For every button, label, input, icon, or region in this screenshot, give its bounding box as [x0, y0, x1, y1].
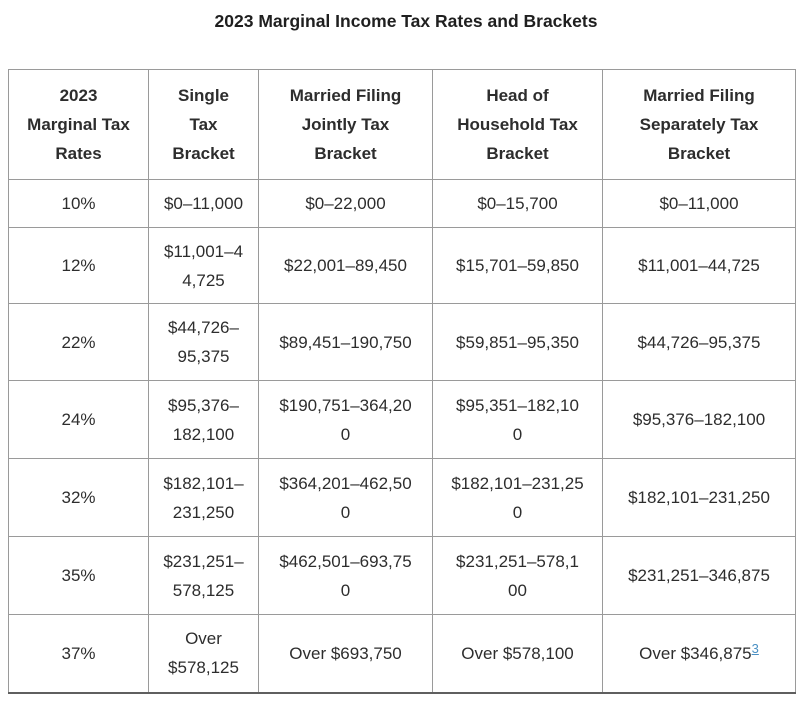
cell-married-separately: $182,101–231,250: [602, 458, 796, 537]
cell-married-separately: $0–11,000: [602, 179, 796, 228]
table-row-12pct: 12% $11,001–4 4,725 $22,001–89,450 $15,7…: [8, 227, 796, 304]
cell-rate: 10%: [8, 179, 149, 228]
cell-married-jointly: $364,201–462,50 0: [258, 458, 433, 537]
cell-head-of-household: $0–15,700: [432, 179, 603, 228]
cell-head-of-household: $95,351–182,10 0: [432, 380, 603, 459]
cell-married-separately-value: Over $346,875: [639, 643, 752, 663]
cell-rate: 24%: [8, 380, 149, 459]
header-single-bracket: Single Tax Bracket: [148, 69, 259, 180]
cell-married-separately: Over $346,8753: [602, 614, 796, 694]
cell-married-separately: $11,001–44,725: [602, 227, 796, 304]
table-row-35pct: 35% $231,251– 578,125 $462,501–693,75 0 …: [8, 536, 796, 615]
cell-single: $0–11,000: [148, 179, 259, 228]
cell-single: $44,726– 95,375: [148, 303, 259, 381]
cell-head-of-household: Over $578,100: [432, 614, 603, 694]
cell-head-of-household: $182,101–231,25 0: [432, 458, 603, 537]
cell-single: $182,101– 231,250: [148, 458, 259, 537]
cell-rate: 12%: [8, 227, 149, 304]
cell-head-of-household: $59,851–95,350: [432, 303, 603, 381]
cell-married-jointly: $22,001–89,450: [258, 227, 433, 304]
cell-married-separately: $95,376–182,100: [602, 380, 796, 459]
table-row-22pct: 22% $44,726– 95,375 $89,451–190,750 $59,…: [8, 303, 796, 381]
cell-single: $11,001–4 4,725: [148, 227, 259, 304]
cell-head-of-household: $231,251–578,1 00: [432, 536, 603, 615]
cell-rate: 32%: [8, 458, 149, 537]
cell-married-jointly: $0–22,000: [258, 179, 433, 228]
cell-married-jointly: $190,751–364,20 0: [258, 380, 433, 459]
header-marginal-tax-rates: 2023 Marginal Tax Rates: [8, 69, 149, 180]
cell-rate: 35%: [8, 536, 149, 615]
header-married-separately-bracket: Married Filing Separately Tax Bracket: [602, 69, 796, 180]
header-head-of-household-bracket: Head of Household Tax Bracket: [432, 69, 603, 180]
page-title: 2023 Marginal Income Tax Rates and Brack…: [214, 11, 598, 31]
cell-married-jointly: Over $693,750: [258, 614, 433, 694]
table-row-32pct: 32% $182,101– 231,250 $364,201–462,50 0 …: [8, 458, 796, 537]
cell-rate: 22%: [8, 303, 149, 381]
cell-married-separately: $44,726–95,375: [602, 303, 796, 381]
table-row-24pct: 24% $95,376– 182,100 $190,751–364,20 0 $…: [8, 380, 796, 459]
cell-single: Over $578,125: [148, 614, 259, 694]
cell-single: $95,376– 182,100: [148, 380, 259, 459]
table-row-37pct: 37% Over $578,125 Over $693,750 Over $57…: [8, 614, 796, 694]
cell-married-jointly: $89,451–190,750: [258, 303, 433, 381]
header-married-jointly-bracket: Married Filing Jointly Tax Bracket: [258, 69, 433, 180]
cell-single: $231,251– 578,125: [148, 536, 259, 615]
table-header-row: 2023 Marginal Tax Rates Single Tax Brack…: [8, 69, 796, 180]
cell-married-separately: $231,251–346,875: [602, 536, 796, 615]
tax-brackets-table: 2023 Marginal Tax Rates Single Tax Brack…: [8, 69, 796, 694]
cell-head-of-household: $15,701–59,850: [432, 227, 603, 304]
cell-married-jointly: $462,501–693,75 0: [258, 536, 433, 615]
cell-rate: 37%: [8, 614, 149, 694]
footnote-3-link[interactable]: 3: [751, 640, 759, 656]
table-row-10pct: 10% $0–11,000 $0–22,000 $0–15,700 $0–11,…: [8, 179, 796, 228]
